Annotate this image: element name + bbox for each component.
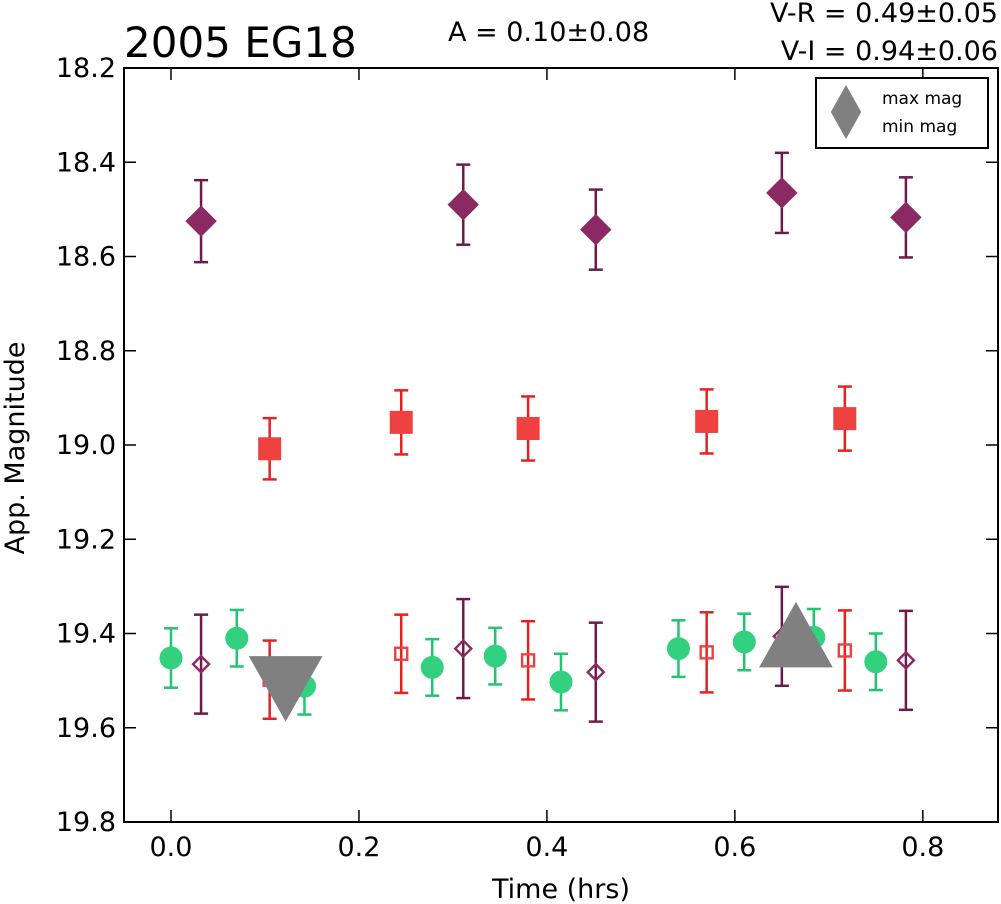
data-series-4 <box>191 585 916 723</box>
error-bar <box>588 621 603 723</box>
data-point <box>225 626 249 650</box>
data-point <box>896 650 916 671</box>
color-index-vi: V-I = 0.94±0.06 <box>781 36 998 67</box>
data-point <box>394 646 409 661</box>
data-point <box>732 630 756 654</box>
chart-title: 2005 EG18 <box>124 18 357 67</box>
error-bar <box>394 613 409 695</box>
y-tick-label: 18.4 <box>56 147 116 178</box>
data-point <box>586 662 606 682</box>
min-mag-marker <box>248 656 323 722</box>
x-tick-label: 0.6 <box>713 832 756 863</box>
x-axis-label: Time (hrs) <box>491 874 630 904</box>
chart-header: 2005 EG18 A = 0.10±0.08 V-R = 0.49±0.05 … <box>124 0 998 67</box>
plot-area <box>159 151 922 723</box>
y-tick-label: 18.2 <box>56 53 116 84</box>
x-tick-label: 0.2 <box>337 832 380 863</box>
data-series-1 <box>258 385 857 481</box>
data-series-2 <box>159 607 888 716</box>
data-point <box>695 409 719 433</box>
legend-max-mag-icon <box>830 84 862 113</box>
data-point <box>516 417 540 441</box>
error-bar <box>898 609 913 712</box>
data-point <box>447 188 479 221</box>
y-tick-label: 18.6 <box>56 242 116 273</box>
y-axis-label: App. Magnitude <box>0 342 31 555</box>
data-point <box>389 410 413 434</box>
extrema-markers <box>248 601 833 722</box>
data-point <box>185 205 217 237</box>
y-tick-label: 19.0 <box>56 430 116 461</box>
y-tick-label: 19.6 <box>56 713 116 744</box>
y-tick-label: 18.8 <box>56 336 116 367</box>
data-point <box>837 643 853 658</box>
data-point <box>191 654 211 674</box>
data-point <box>453 638 473 659</box>
max-mag-marker <box>759 601 833 668</box>
color-index-vr: V-R = 0.49±0.05 <box>770 0 998 29</box>
legend-label: max mag <box>882 89 962 109</box>
y-tick-label: 19.8 <box>56 807 116 838</box>
legend-min-mag-icon <box>830 111 862 140</box>
x-tick-label: 0.8 <box>901 832 944 863</box>
data-point <box>833 407 857 431</box>
data-point <box>864 650 888 674</box>
error-bar <box>837 609 852 692</box>
error-bar <box>699 611 714 694</box>
error-bar <box>521 619 536 701</box>
data-point <box>666 637 690 661</box>
error-bar <box>194 613 209 715</box>
x-tick-label: 0.0 <box>150 832 193 863</box>
legend: max mag min mag <box>815 77 989 149</box>
axes: 0.0 0.2 0.4 0.6 0.8 18.2 18.4 18.6 18.8 19.0 19.2 1… <box>56 53 999 863</box>
data-series-0 <box>185 151 922 271</box>
legend-label: min mag <box>882 117 957 137</box>
x-tick-label: 0.4 <box>525 832 568 863</box>
data-point <box>580 213 612 246</box>
data-point <box>766 177 798 209</box>
data-point <box>699 645 714 660</box>
data-point <box>258 437 282 461</box>
data-point <box>483 644 507 668</box>
amplitude-label: A = 0.10±0.08 <box>448 17 649 48</box>
data-point <box>520 653 536 668</box>
error-bar <box>456 597 471 700</box>
data-point <box>890 201 922 234</box>
data-point <box>420 655 444 679</box>
data-point <box>159 646 183 670</box>
data-point <box>549 670 573 694</box>
y-tick-label: 19.4 <box>56 619 116 650</box>
y-tick-label: 19.2 <box>56 524 116 555</box>
